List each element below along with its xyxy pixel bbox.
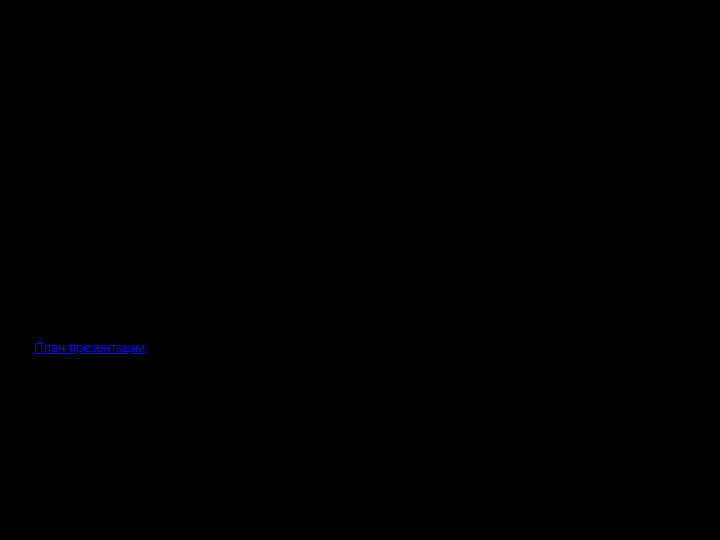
slide-container: План презентации (0, 0, 720, 540)
presentation-plan-link[interactable]: План презентации (34, 340, 145, 355)
